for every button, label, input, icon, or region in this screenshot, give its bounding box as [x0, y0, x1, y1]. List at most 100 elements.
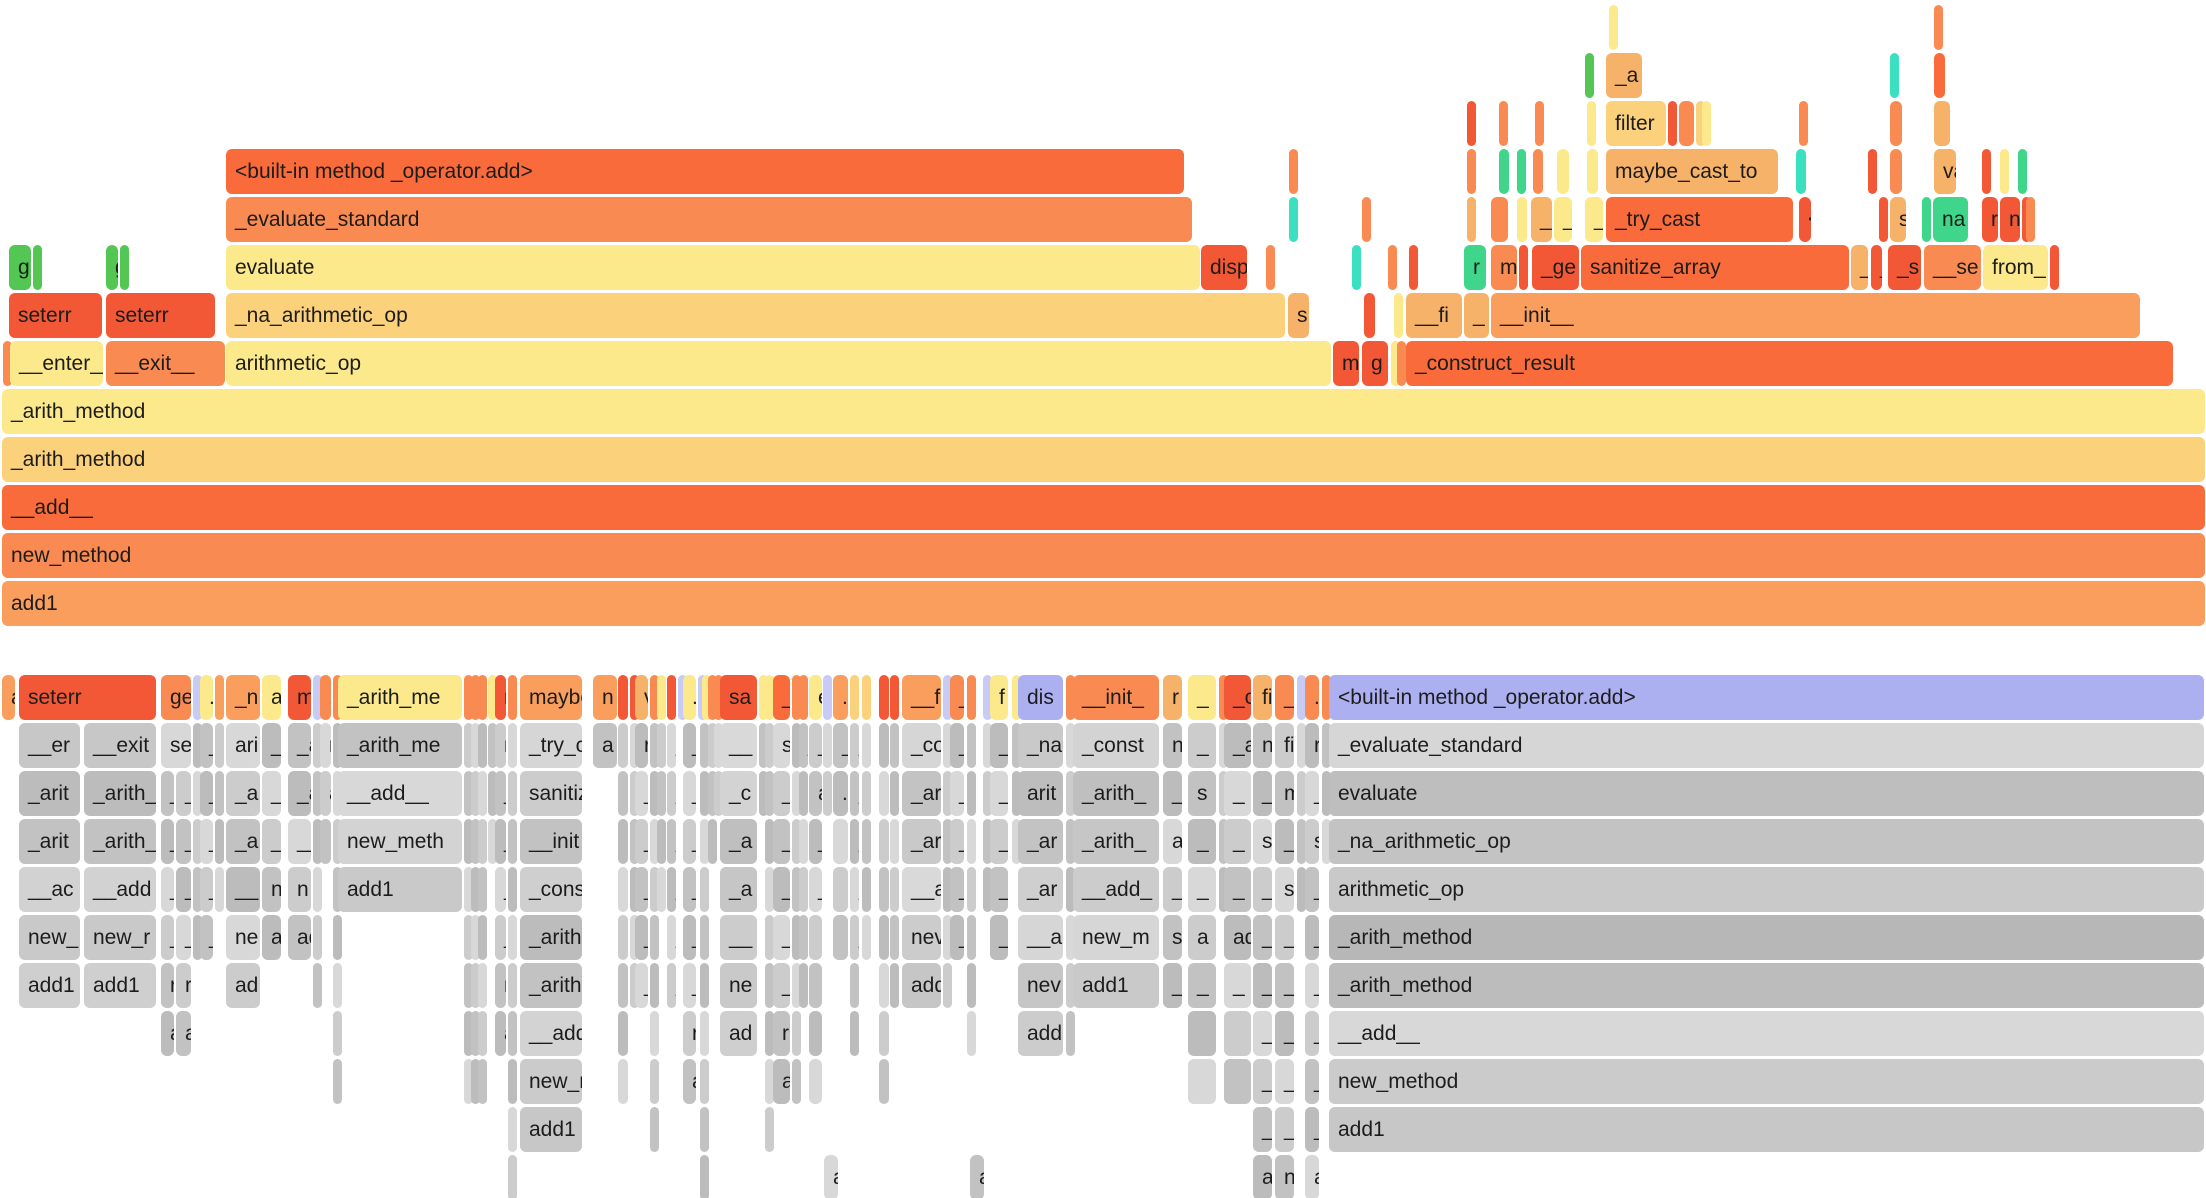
caller-bar[interactable]: s: [773, 723, 790, 768]
caller-bar[interactable]: sanitiz: [520, 771, 582, 816]
caller-bar[interactable]: _: [176, 915, 191, 960]
leaf-bar[interactable]: [850, 675, 859, 720]
caller-bar[interactable]: [1297, 771, 1306, 816]
leaf-bar[interactable]: [714, 675, 723, 720]
caller-bar[interactable]: [1066, 867, 1075, 912]
caller-bar[interactable]: _c: [720, 771, 757, 816]
caller-bar[interactable]: _: [635, 963, 648, 1008]
caller-bar[interactable]: arithmetic_op: [1329, 867, 2204, 912]
leaf-bar[interactable]: [618, 675, 628, 720]
caller-bar[interactable]: a: [824, 1155, 838, 1198]
caller-bar[interactable]: [215, 819, 224, 864]
caller-bar[interactable]: [508, 819, 517, 864]
caller-bar[interactable]: [792, 723, 801, 768]
caller-bar[interactable]: a: [495, 1011, 506, 1056]
caller-bar[interactable]: [650, 819, 659, 864]
flame-bar[interactable]: seterr: [9, 293, 102, 338]
caller-bar[interactable]: r: [495, 963, 506, 1008]
caller-bar[interactable]: _a: [288, 723, 311, 768]
caller-bar[interactable]: n: [262, 867, 281, 912]
flame-bar[interactable]: [1409, 245, 1418, 290]
caller-bar[interactable]: _: [1163, 963, 1182, 1008]
flame-bar[interactable]: [1934, 53, 1945, 98]
caller-bar[interactable]: add: [1018, 1011, 1063, 1056]
caller-bar[interactable]: [967, 915, 976, 960]
caller-bar[interactable]: [862, 915, 871, 960]
flame-bar[interactable]: [1890, 149, 1902, 194]
caller-bar[interactable]: [700, 867, 709, 912]
flame-bar[interactable]: [1868, 149, 1877, 194]
caller-bar[interactable]: _: [1253, 963, 1272, 1008]
caller-bar[interactable]: __a: [902, 867, 941, 912]
caller-bar[interactable]: [765, 771, 774, 816]
caller-bar[interactable]: _: [990, 867, 1008, 912]
caller-bar[interactable]: [1219, 723, 1228, 768]
caller-bar[interactable]: [464, 771, 473, 816]
caller-bar[interactable]: _: [161, 867, 174, 912]
caller-bar[interactable]: __add__: [338, 771, 462, 816]
flame-bar[interactable]: [1890, 53, 1899, 98]
flame-bar[interactable]: [1696, 101, 1705, 146]
caller-bar[interactable]: _: [1275, 1011, 1294, 1056]
caller-bar[interactable]: __: [720, 915, 757, 960]
caller-bar[interactable]: _: [1224, 963, 1251, 1008]
caller-bar[interactable]: _: [1275, 1107, 1294, 1152]
caller-bar[interactable]: [1012, 771, 1021, 816]
caller-bar[interactable]: n: [1163, 723, 1182, 768]
caller-bar[interactable]: __er: [19, 723, 80, 768]
flame-bar[interactable]: [1585, 53, 1594, 98]
flame-bar[interactable]: [1587, 149, 1598, 194]
caller-bar[interactable]: [215, 771, 224, 816]
caller-bar[interactable]: _: [683, 723, 696, 768]
leaf-bar[interactable]: [799, 675, 808, 720]
caller-bar[interactable]: [193, 723, 202, 768]
leaf-bar[interactable]: _arith_me: [338, 675, 462, 720]
leaf-bar[interactable]: [943, 675, 952, 720]
flame-bar[interactable]: n: [2000, 197, 2020, 242]
caller-bar[interactable]: _: [1275, 1059, 1294, 1104]
caller-bar[interactable]: _: [683, 819, 696, 864]
caller-bar[interactable]: _: [1253, 771, 1272, 816]
flame-bar[interactable]: g: [9, 245, 31, 290]
flame-bar[interactable]: [1934, 101, 1950, 146]
caller-bar[interactable]: [508, 867, 517, 912]
caller-bar[interactable]: fi: [1275, 723, 1294, 768]
caller-bar[interactable]: [471, 915, 480, 960]
caller-bar[interactable]: [618, 963, 628, 1008]
leaf-bar[interactable]: r: [495, 675, 506, 720]
caller-bar[interactable]: r: [1305, 723, 1319, 768]
leaf-bar[interactable]: __init_: [1073, 675, 1159, 720]
caller-bar[interactable]: [333, 1011, 342, 1056]
caller-bar[interactable]: new_meth: [338, 819, 462, 864]
flame-bar[interactable]: _construct_result: [1406, 341, 2173, 386]
caller-bar[interactable]: [478, 1011, 487, 1056]
caller-bar[interactable]: [657, 771, 666, 816]
caller-bar[interactable]: a: [799, 771, 808, 816]
flame-bar[interactable]: __exit__: [106, 341, 225, 386]
caller-bar[interactable]: [765, 1059, 774, 1104]
caller-bar[interactable]: [1219, 819, 1228, 864]
caller-bar[interactable]: [650, 915, 659, 960]
caller-bar[interactable]: [879, 771, 889, 816]
caller-bar[interactable]: [759, 771, 768, 816]
flame-bar[interactable]: __se: [1924, 245, 1981, 290]
caller-bar[interactable]: _: [667, 915, 676, 960]
caller-bar[interactable]: [478, 963, 487, 1008]
caller-bar[interactable]: _: [990, 915, 1008, 960]
leaf-bar[interactable]: __f: [902, 675, 941, 720]
caller-bar[interactable]: a: [683, 1059, 696, 1104]
caller-bar[interactable]: _: [200, 819, 213, 864]
caller-bar[interactable]: _const: [1073, 723, 1159, 768]
leaf-bar[interactable]: v: [635, 675, 648, 720]
caller-bar[interactable]: _: [176, 771, 191, 816]
caller-bar[interactable]: [618, 1011, 628, 1056]
caller-bar[interactable]: [943, 723, 952, 768]
flame-bar[interactable]: _s: [1888, 245, 1921, 290]
caller-bar[interactable]: __: [226, 867, 260, 912]
caller-bar[interactable]: _: [1305, 1059, 1319, 1104]
caller-bar[interactable]: _: [667, 867, 676, 912]
caller-bar[interactable]: [862, 819, 871, 864]
caller-bar[interactable]: _cons: [520, 867, 582, 912]
caller-bar[interactable]: [488, 771, 497, 816]
caller-bar[interactable]: _a: [1224, 723, 1251, 768]
